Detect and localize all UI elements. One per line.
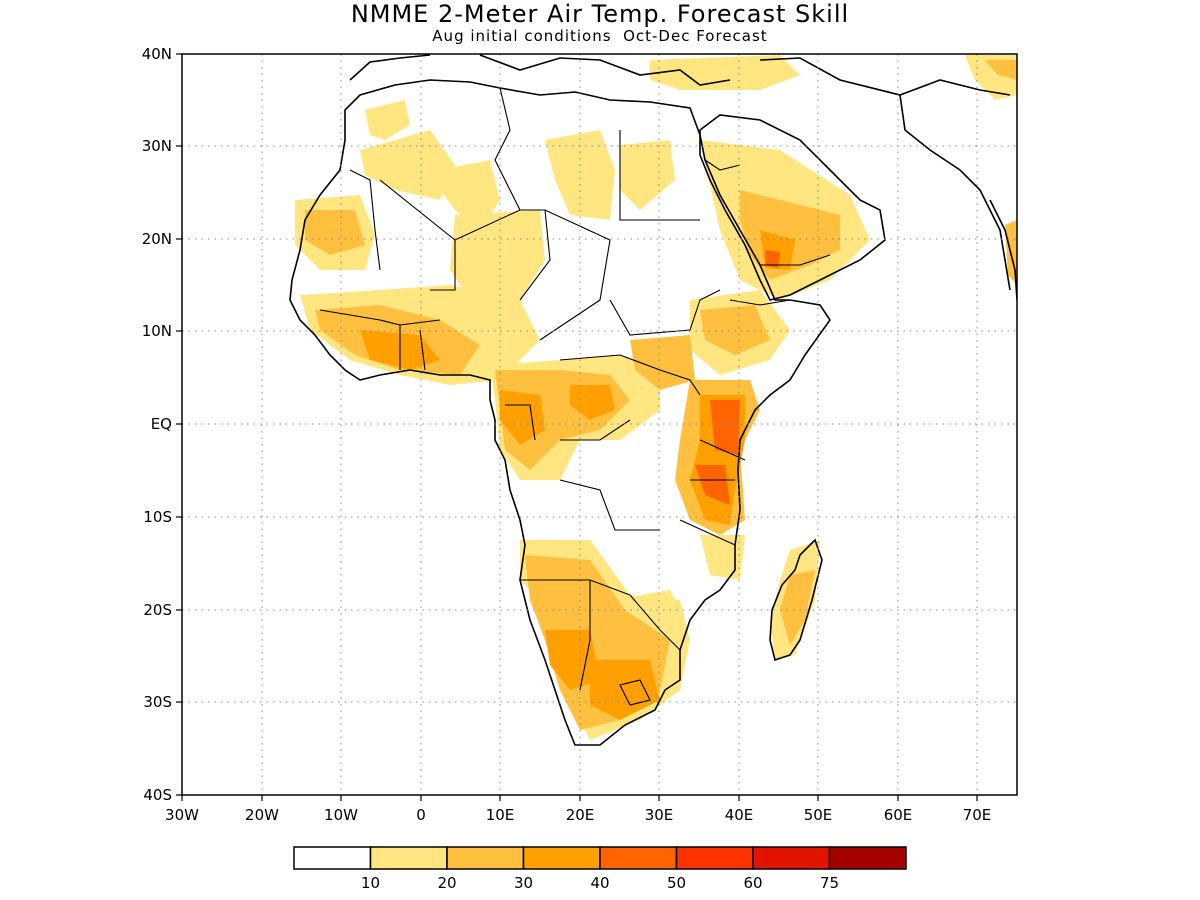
lon-label: 10W (324, 806, 358, 824)
colorbar-label: 20 (437, 874, 456, 892)
lat-label: EQ (151, 415, 172, 433)
lat-label: 10S (143, 508, 172, 526)
lon-labels: 30W 20W 10W 0 10E 20E 30E 40E 50E 60E 70… (165, 806, 991, 824)
lon-label: 0 (416, 806, 426, 824)
map-subtitle: Aug initial conditions Oct-Dec Forecast (432, 27, 768, 45)
colorbar-label: 75 (820, 874, 839, 892)
lon-label: 50E (804, 806, 833, 824)
colorbar-swatch (446, 846, 525, 870)
coastlines (289, 54, 1017, 746)
colorbar (293, 846, 907, 870)
axis-ticks (176, 53, 978, 801)
colorbar-swatch (369, 846, 448, 870)
lat-label: 40S (143, 786, 172, 804)
country-borders (319, 87, 831, 706)
lat-label: 30N (142, 137, 172, 155)
lat-label: 40N (142, 45, 172, 63)
lon-label: 10E (486, 806, 515, 824)
colorbar-swatch (675, 846, 754, 870)
colorbar-swatch (752, 846, 831, 870)
lat-label: 20N (142, 230, 172, 248)
colorbar-label: 10 (361, 874, 380, 892)
colorbar-swatch (293, 846, 372, 870)
colorbar-swatch (599, 846, 678, 870)
lon-label: 30E (645, 806, 674, 824)
lat-label: 30S (143, 693, 172, 711)
colorbar-labels: 10 20 30 40 50 60 75 (361, 874, 839, 892)
lon-label: 20W (245, 806, 279, 824)
map-title: NMME 2-Meter Air Temp. Forecast Skill (350, 0, 850, 28)
lon-label: 20E (566, 806, 595, 824)
lon-label: 40E (725, 806, 754, 824)
lat-labels: 40N 30N 20N 10N EQ 10S 20S 30S 40S (142, 45, 172, 804)
colorbar-label: 50 (667, 874, 686, 892)
lon-label: 70E (963, 806, 992, 824)
colorbar-swatch (828, 846, 907, 870)
lat-label: 10N (142, 322, 172, 340)
colorbar-swatch (522, 846, 601, 870)
gridlines (182, 54, 1017, 795)
lon-label: 30W (165, 806, 199, 824)
colorbar-label: 30 (514, 874, 533, 892)
colorbar-label: 60 (743, 874, 762, 892)
colorbar-label: 40 (590, 874, 609, 892)
lat-label: 20S (143, 601, 172, 619)
skill-shading (295, 55, 1017, 740)
lon-label: 60E (884, 806, 913, 824)
